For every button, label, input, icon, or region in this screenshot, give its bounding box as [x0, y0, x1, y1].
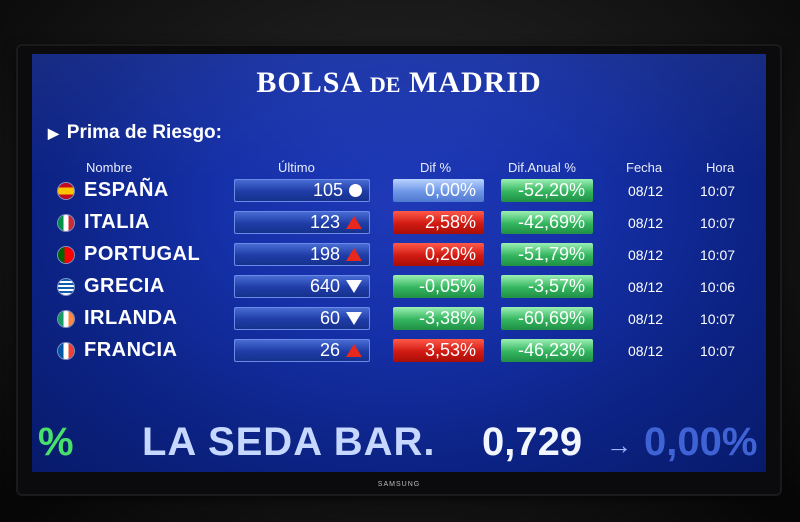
header-nombre: Nombre: [86, 160, 133, 175]
monitor-brand-logo: SAMSUNG: [377, 481, 421, 488]
country-name: GRECIA: [84, 275, 165, 297]
annual-dif-percent: -52,20%: [501, 179, 593, 202]
flag-irlanda-icon: [58, 311, 74, 327]
ticker-stock-name: LA SEDA BAR.: [142, 420, 436, 464]
date: 08/12: [628, 343, 664, 359]
flag-portugal-icon: [58, 247, 74, 263]
last-value-number: 640: [309, 276, 340, 296]
country-name: ESPAÑA: [84, 179, 169, 201]
flag-italia-icon: [58, 215, 74, 231]
dif-percent: 0,20%: [393, 243, 484, 266]
ticker-strip: % LA SEDA BAR. 0,729 → 0,00%: [32, 420, 766, 466]
time: 10:07: [700, 311, 736, 327]
last-value: 26: [234, 339, 370, 362]
title-word-madrid: MADRID: [408, 66, 542, 99]
flag-espana-icon: [58, 183, 74, 199]
date: 08/12: [628, 183, 664, 199]
flag-francia-icon: [58, 343, 74, 359]
last-value-number: 198: [309, 244, 340, 264]
ticker-price: 0,729: [482, 420, 583, 464]
table-row: GRECIA 640 -0,05% -3,57% 08/12 10:06: [32, 274, 766, 300]
ticker-previous-percent: %: [38, 420, 74, 464]
last-value-number: 26: [319, 340, 340, 360]
annual-dif-percent: -51,79%: [501, 243, 593, 266]
trend-down-icon: [346, 312, 362, 325]
table-row: FRANCIA 26 3,53% -46,23% 08/12 10:07: [32, 338, 766, 364]
dif-percent: 0,00%: [393, 179, 484, 202]
header-hora: Hora: [706, 160, 735, 175]
trend-down-icon: [346, 280, 362, 293]
board-title: BOLSA DE MADRID: [32, 66, 766, 100]
country-name: FRANCIA: [84, 339, 178, 361]
trend-up-icon: [346, 344, 362, 357]
last-value-number: 123: [309, 212, 340, 232]
annual-dif-percent: -42,69%: [501, 211, 593, 234]
header-dif-anual: Dif.Anual %: [508, 160, 576, 175]
section-heading: ▶ Prima de Riesgo:: [48, 122, 222, 144]
trend-up-icon: [346, 248, 362, 261]
time: 10:07: [700, 247, 736, 263]
ticker-arrow-icon: →: [606, 430, 632, 460]
last-value: 640: [234, 275, 370, 298]
last-value: 198: [234, 243, 370, 266]
monitor: BOLSA DE MADRID ▶ Prima de Riesgo: Nombre…: [18, 46, 780, 494]
ticker-change: 0,00%: [644, 420, 758, 464]
date: 08/12: [628, 311, 664, 327]
country-name: ITALIA: [84, 211, 150, 233]
section-title: Prima de Riesgo:: [66, 122, 222, 143]
dif-percent: -0,05%: [393, 275, 484, 298]
table-row: ESPAÑA 105 0,00% -52,20% 08/12 10:07: [32, 178, 766, 204]
dif-percent: 2,58%: [393, 211, 484, 234]
time: 10:07: [700, 215, 736, 231]
last-value: 105: [234, 179, 370, 202]
table-row: IRLANDA 60 -3,38% -60,69% 08/12 10:07: [32, 306, 766, 332]
title-word-de: DE: [369, 72, 401, 97]
annual-dif-percent: -46,23%: [501, 339, 593, 362]
last-value-number: 60: [319, 308, 340, 328]
time: 10:06: [700, 279, 736, 295]
annual-dif-percent: -60,69%: [501, 307, 593, 330]
last-value: 60: [234, 307, 370, 330]
time: 10:07: [700, 183, 736, 199]
country-name: IRLANDA: [84, 307, 178, 329]
table-row: ITALIA 123 2,58% -42,69% 08/12 10:07: [32, 210, 766, 236]
last-value-number: 105: [312, 180, 343, 200]
header-fecha: Fecha: [626, 160, 663, 175]
country-name: PORTUGAL: [84, 243, 201, 265]
annual-dif-percent: -3,57%: [501, 275, 593, 298]
flag-grecia-icon: [58, 279, 74, 295]
header-dif: Dif %: [420, 160, 452, 175]
table-row: PORTUGAL 198 0,20% -51,79% 08/12 10:07: [32, 242, 766, 268]
date: 08/12: [628, 279, 664, 295]
last-value: 123: [234, 211, 370, 234]
time: 10:07: [700, 343, 736, 359]
trend-up-icon: [346, 216, 362, 229]
trend-neutral-icon: [349, 184, 362, 197]
screen: BOLSA DE MADRID ▶ Prima de Riesgo: Nombre…: [32, 54, 766, 472]
play-arrow-icon: ▶: [48, 125, 59, 141]
date: 08/12: [628, 215, 664, 231]
dif-percent: 3,53%: [393, 339, 484, 362]
title-word-bolsa: BOLSA: [256, 66, 362, 99]
header-ultimo: Último: [278, 160, 315, 175]
dif-percent: -3,38%: [393, 307, 484, 330]
date: 08/12: [628, 247, 664, 263]
